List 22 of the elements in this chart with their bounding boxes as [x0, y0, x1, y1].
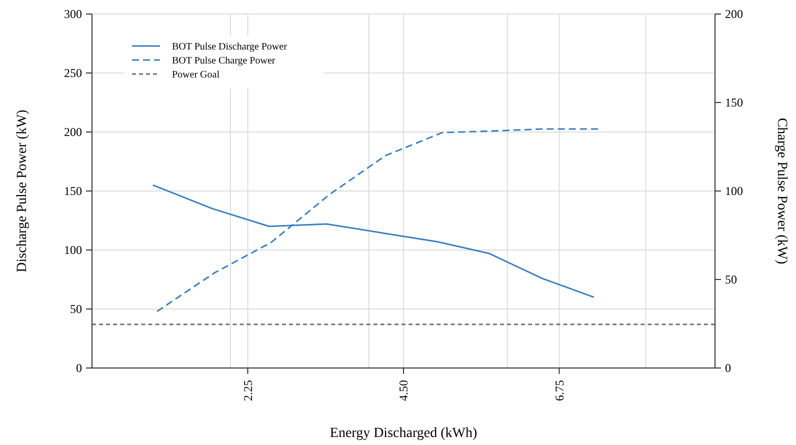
legend-label: Power Goal — [172, 70, 220, 80]
y2-tick-label: 100 — [725, 184, 743, 198]
legend-label: BOT Pulse Charge Power — [172, 56, 276, 66]
y-tick-label: 150 — [64, 184, 82, 198]
line-series — [156, 128, 599, 312]
y2-tick-label: 0 — [725, 361, 731, 376]
y-tick-label: 200 — [64, 125, 82, 140]
y-tick-label: 300 — [64, 7, 82, 22]
y-axis-title: Discharge Pulse Power (kW) — [15, 109, 30, 272]
y-tick-label: 0 — [76, 361, 82, 376]
y2-axis-title: Charge Pulse Power (kW) — [774, 118, 789, 264]
x-axis-title: Energy Discharged (kWh) — [330, 426, 478, 441]
y2-tick-label: 200 — [725, 7, 743, 22]
y2-tick-label: 50 — [725, 272, 737, 287]
legend-label: BOT Pulse Discharge Power — [172, 42, 288, 52]
y-tick-label: 50 — [70, 302, 82, 316]
y-tick-label: 100 — [64, 243, 82, 258]
x-tick-label: 2.25 — [240, 380, 255, 401]
x-tick-label: 6.75 — [552, 380, 566, 401]
y-tick-label: 250 — [64, 66, 82, 80]
y2-tick-label: 150 — [725, 96, 743, 110]
x-tick-label: 4.50 — [396, 380, 411, 401]
